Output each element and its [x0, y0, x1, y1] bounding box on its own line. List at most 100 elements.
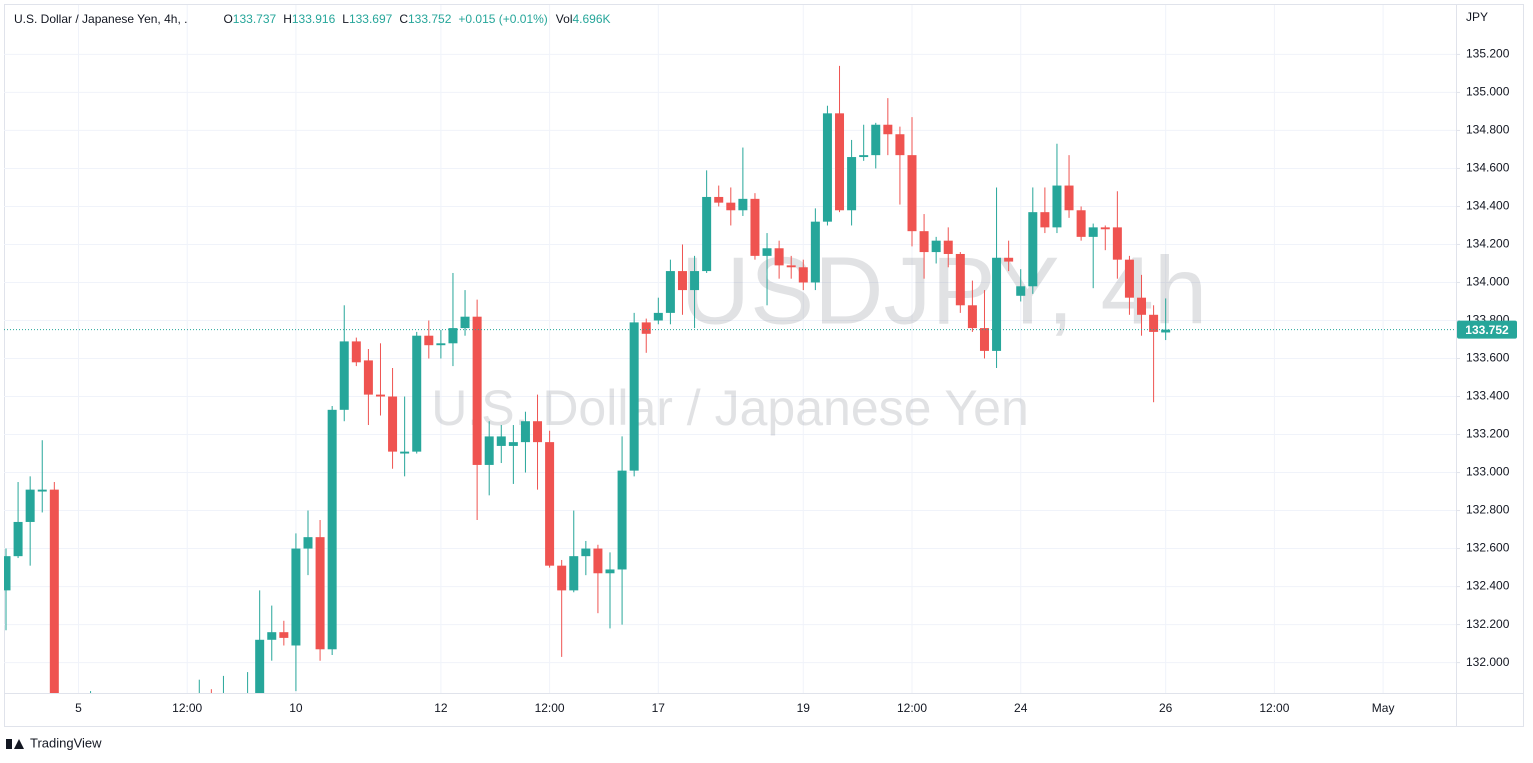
- candle-body: [484, 436, 494, 465]
- candle-body: [159, 739, 168, 747]
- y-tick-label: 132.200: [1466, 617, 1510, 631]
- candle-body: [617, 470, 627, 570]
- candle-body: [388, 396, 398, 452]
- candle-body: [25, 489, 35, 522]
- candle-body: [1112, 227, 1122, 260]
- candle-body: [895, 134, 905, 156]
- candle-body: [569, 556, 579, 591]
- symbol-description: U.S. Dollar / Japanese Yen, 4h, .: [14, 12, 187, 26]
- y-tick-label: 132.400: [1466, 579, 1510, 593]
- candle-body: [907, 155, 917, 232]
- logo: TradingView: [6, 735, 102, 750]
- candle-body: [122, 748, 131, 758]
- x-tick-label: 12:00: [1259, 701, 1289, 715]
- candle-body: [412, 335, 422, 452]
- candle-body: [520, 421, 530, 443]
- candle-body: [822, 113, 832, 222]
- candle-body: [472, 316, 482, 465]
- candle-body: [375, 394, 385, 397]
- candle-body: [1100, 227, 1110, 230]
- candle-body: [508, 442, 518, 446]
- ohlc-value: 133.752: [408, 12, 452, 26]
- candle-body: [424, 335, 434, 346]
- candle-body: [677, 271, 687, 291]
- x-tick-label: May: [1372, 701, 1395, 715]
- candle-body: [545, 442, 555, 566]
- candle-body: [533, 421, 543, 443]
- y-tick-label: 134.600: [1466, 161, 1510, 175]
- candle-body: [835, 113, 845, 211]
- candle-body: [581, 548, 591, 557]
- y-tick-label: 134.000: [1466, 275, 1510, 289]
- y-tick-label: 134.400: [1466, 199, 1510, 213]
- candle-body: [1137, 297, 1147, 315]
- last-price-box: [1457, 320, 1517, 339]
- candle-body: [726, 202, 736, 211]
- x-tick-label: 10: [289, 701, 303, 715]
- candle-body: [1064, 185, 1074, 211]
- candle-body: [448, 328, 458, 344]
- candle-body: [1076, 210, 1086, 237]
- ohlc-value: 133.697: [349, 12, 393, 26]
- candle-body: [1088, 227, 1098, 237]
- candle-body: [303, 537, 313, 549]
- candle-body: [1004, 257, 1014, 262]
- candle-body: [496, 436, 506, 446]
- y-tick-label: 132.600: [1466, 541, 1510, 555]
- candle-body: [146, 735, 155, 746]
- candle-body: [1124, 259, 1134, 298]
- candle-body: [690, 271, 700, 291]
- y-tick-label: 133.400: [1466, 389, 1510, 403]
- y-tick-label: 134.200: [1466, 237, 1510, 251]
- candle-body: [255, 639, 265, 693]
- candle-body: [738, 198, 748, 211]
- y-tick-label: 135.200: [1466, 47, 1510, 61]
- candle-body: [1161, 329, 1171, 333]
- x-tick-label: 19: [797, 701, 811, 715]
- candle-body: [702, 196, 712, 272]
- candle-body: [4, 556, 11, 591]
- candle-body: [267, 632, 277, 640]
- candle-body: [110, 742, 119, 757]
- candle-body: [798, 267, 808, 283]
- x-tick-label: 17: [652, 701, 666, 715]
- candle-body: [967, 305, 977, 329]
- candle-body: [883, 124, 893, 135]
- candle-body: [629, 322, 639, 471]
- ohlc-label: H: [283, 12, 292, 26]
- y-tick-label: 133.000: [1466, 465, 1510, 479]
- candle-body: [1028, 212, 1038, 287]
- candle-body: [436, 343, 446, 346]
- watermark-name: U.S. Dollar / Japanese Yen: [431, 380, 1029, 436]
- currency-label: JPY: [1466, 10, 1488, 24]
- candle-body: [363, 360, 373, 395]
- change: +0.015 (+0.01%): [458, 12, 547, 26]
- candle-body: [931, 240, 941, 253]
- candle-body: [593, 548, 603, 574]
- candle-body: [49, 489, 59, 693]
- ohlc-label: O: [223, 12, 232, 26]
- ohlc-label: L: [342, 12, 349, 26]
- candle-body: [291, 548, 301, 646]
- candle-body: [641, 322, 651, 334]
- y-tick-label: 132.800: [1466, 503, 1510, 517]
- candle-body: [134, 735, 143, 748]
- ohlc-value: 133.737: [233, 12, 277, 26]
- y-tick-label: 132.000: [1466, 655, 1510, 669]
- y-tick-label: 133.200: [1466, 427, 1510, 441]
- candle-body: [1149, 314, 1159, 332]
- candle-body: [327, 409, 337, 650]
- x-tick-label: 5: [75, 701, 82, 715]
- candle-body: [871, 124, 881, 156]
- last-price-label: 133.752: [1465, 323, 1509, 337]
- candle-body: [400, 451, 410, 454]
- logo-text: TradingView: [30, 735, 102, 750]
- y-tick-label: 133.600: [1466, 351, 1510, 365]
- candle-body: [810, 221, 820, 283]
- candles: [4, 65, 1171, 758]
- candle-body: [955, 253, 965, 306]
- y-tick-label: 134.800: [1466, 123, 1510, 137]
- candle-body: [774, 248, 784, 266]
- candle-body: [460, 316, 470, 329]
